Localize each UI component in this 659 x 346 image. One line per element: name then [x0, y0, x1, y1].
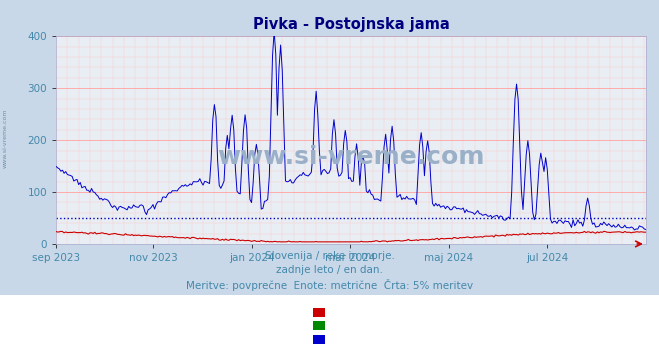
Text: zadnje leto / en dan.: zadnje leto / en dan.: [276, 265, 383, 275]
Text: 4,4: 4,4: [89, 316, 107, 326]
Text: 12,4: 12,4: [155, 316, 180, 326]
Text: min.:: min.:: [89, 303, 121, 313]
Text: Meritve: povprečne  Enote: metrične  Črta: 5% meritev: Meritve: povprečne Enote: metrične Črta:…: [186, 279, 473, 291]
Title: Pivka - Postojnska jama: Pivka - Postojnska jama: [252, 17, 449, 33]
Text: -nan: -nan: [155, 329, 180, 339]
Text: temperatura[C]: temperatura[C]: [330, 316, 417, 326]
Text: 479: 479: [221, 342, 242, 346]
Text: 25,3: 25,3: [221, 316, 245, 326]
Text: 22,9: 22,9: [20, 316, 45, 326]
Text: www.si-vreme.com: www.si-vreme.com: [217, 145, 484, 169]
Text: povpr.:: povpr.:: [155, 303, 198, 313]
Text: 20: 20: [20, 342, 34, 346]
Text: -nan: -nan: [89, 329, 114, 339]
Text: -nan: -nan: [221, 329, 246, 339]
Text: 130: 130: [155, 342, 176, 346]
Text: Pivka - Postojnska jama: Pivka - Postojnska jama: [313, 303, 462, 313]
Text: maks.:: maks.:: [221, 303, 262, 313]
Text: pretok[m3/s]: pretok[m3/s]: [330, 329, 402, 339]
Text: Slovenija / reke in morje.: Slovenija / reke in morje.: [264, 251, 395, 261]
Text: sedaj:: sedaj:: [20, 303, 57, 313]
Text: višina[cm]: višina[cm]: [330, 342, 389, 346]
Text: -nan: -nan: [20, 329, 45, 339]
Text: www.si-vreme.com: www.si-vreme.com: [3, 109, 8, 168]
Text: 20: 20: [89, 342, 103, 346]
